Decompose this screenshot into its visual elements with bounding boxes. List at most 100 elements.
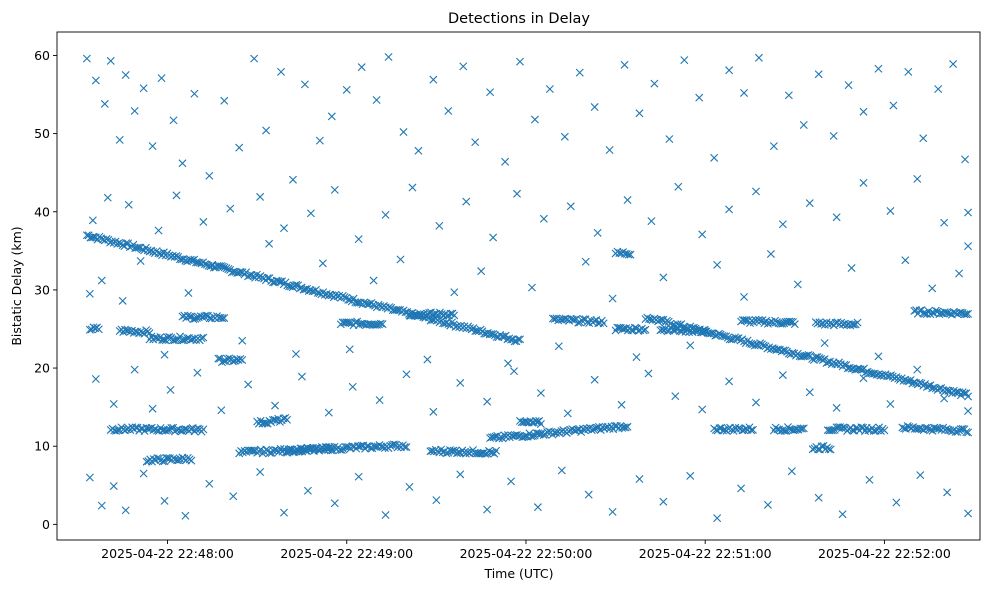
detection-point [184,289,193,298]
detection-point [238,356,247,364]
detection-point [617,400,626,409]
detection-point [327,112,336,121]
detection-point [94,325,103,334]
detection-point [734,423,743,432]
y-axis: 0 10 20 30 40 50 60 [34,48,57,532]
detection-point [686,341,695,350]
y-tick-label: 20 [34,361,50,376]
detection-point [115,135,124,144]
detection-point [763,500,772,509]
detection-point [370,442,379,451]
detection-point [432,496,441,505]
detection-point [130,365,139,374]
detection-point [785,317,794,326]
detection-point [435,221,444,230]
detection-point [593,228,602,237]
detection-point [447,447,456,456]
detection-point [916,471,925,480]
detection-point [799,424,808,433]
detection-point [157,74,166,83]
detection-point [187,456,196,465]
detection-point [928,384,937,393]
detection-point [530,115,539,124]
y-axis-label: Bistatic Delay (km) [9,226,24,345]
detection-point [867,369,876,378]
detection-point [961,155,970,164]
detection-point [130,106,139,115]
detection-point [369,276,378,285]
detection-point [181,511,190,520]
detection-point [504,359,513,368]
detection-point [501,157,510,166]
detection-point [725,377,734,386]
detection-point [286,445,295,454]
detection-point [234,356,243,365]
detection-point [163,333,172,342]
detection-point [915,306,924,315]
detection-point [962,428,971,437]
detection-point [680,56,689,65]
detection-point [559,315,568,324]
detection-point [284,445,293,454]
detection-point [186,255,195,264]
detection-point [283,415,291,424]
detection-point [392,305,401,314]
detection-point [686,471,695,480]
detection-point [291,350,300,358]
detection-point [402,370,411,379]
detection-point [563,409,572,418]
detection-point [765,318,774,327]
detection-point [179,336,188,345]
detection-point [335,445,344,454]
detection-point [829,131,838,140]
detection-point [378,320,387,329]
detection-point [345,345,354,354]
detection-point [384,53,393,61]
detection-point [554,342,563,351]
detection-point [964,242,973,251]
detection-point [536,389,545,398]
y-tick-label: 40 [34,204,50,219]
detection-point [748,425,757,434]
detection-point [410,311,419,320]
detection-point [280,224,289,233]
detection-point [740,88,749,97]
detection-point [632,353,641,362]
detection-point [327,443,336,452]
detection-point [695,93,704,102]
detection-point [956,425,965,434]
detection-point [97,276,106,285]
detection-point [725,66,734,75]
detection-point [665,135,674,144]
detection-point [486,88,495,97]
detection-point [740,292,749,301]
detection-point [574,318,583,327]
detection-point [405,482,414,491]
detection-point [892,498,901,507]
detection-point [620,60,629,69]
detection-point [324,291,333,300]
detection-point [575,68,584,77]
detection-point [288,175,297,184]
detection-point [608,294,617,303]
detection-point [88,216,97,225]
detection-point [256,468,265,476]
detection-point [889,101,898,110]
detection-point [627,326,636,335]
detection-point [545,85,554,94]
detection-point [172,191,181,200]
detection-point [483,397,492,406]
detection-point [492,446,501,455]
detection-point [754,53,763,62]
detection-point [919,134,928,143]
detection-point [805,199,814,208]
detection-point [169,116,178,125]
detection-point [707,329,716,338]
detection-point [160,350,169,359]
detection-point [964,392,973,401]
detection-point [115,238,124,247]
detection-point [590,316,599,325]
detection-point [82,54,91,63]
detection-point [647,217,656,226]
detection-point [444,106,453,115]
